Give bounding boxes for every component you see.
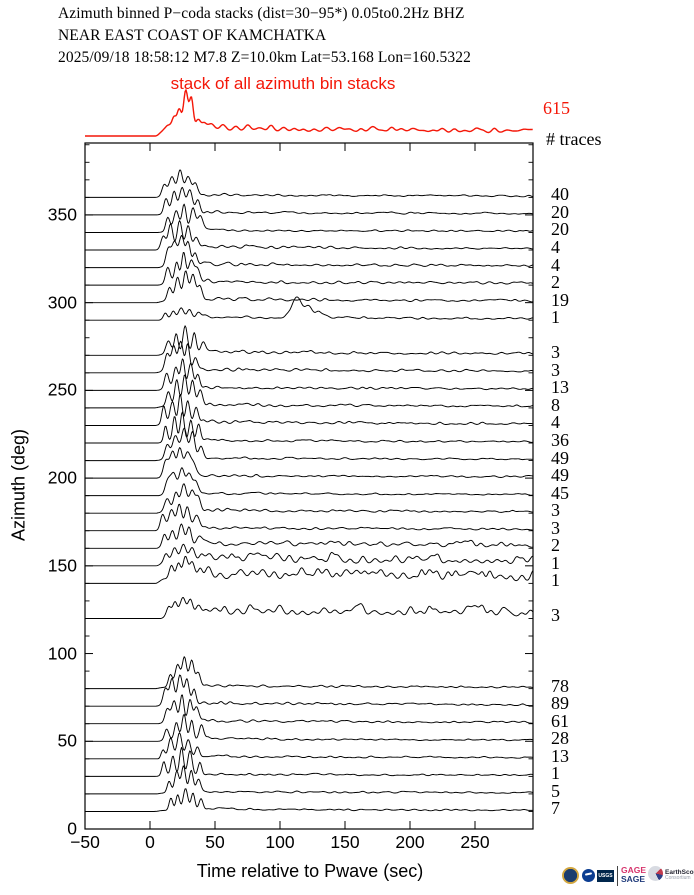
- trace-az-270: [85, 325, 533, 356]
- y-tick-label: 300: [47, 291, 77, 312]
- trace-az-60: [85, 694, 533, 725]
- trace-az-290: [85, 296, 533, 321]
- trace-count-az-260: 3: [551, 359, 560, 380]
- trace-count-az-240: 8: [551, 394, 560, 415]
- trace-az-160: [85, 523, 533, 549]
- trace-az-170: [85, 503, 533, 532]
- trace-az-240: [85, 374, 533, 409]
- trace-az-360: [85, 169, 533, 198]
- trace-count-az-30: 1: [551, 763, 560, 784]
- trace-count-az-140: 1: [551, 570, 560, 591]
- trace-count-az-220: 36: [551, 430, 569, 450]
- trace-count-az-190: 45: [551, 482, 569, 503]
- trace-az-20: [85, 765, 533, 795]
- stack-total-count: 615: [543, 98, 570, 118]
- trace-count-az-340: 20: [551, 219, 569, 240]
- x-axis-label: Time relative to Pwave (sec): [196, 861, 424, 881]
- trace-az-40: [85, 732, 533, 760]
- x-tick-label: 250: [460, 832, 490, 852]
- trace-az-120: [85, 597, 534, 619]
- trace-az-220: [85, 411, 533, 444]
- trace-count-az-350: 20: [551, 201, 569, 222]
- y-tick-label: 0: [67, 818, 77, 839]
- sage-label: SAGE: [621, 874, 646, 885]
- trace-az-140: [85, 555, 534, 584]
- trace-count-az-160: 2: [551, 535, 560, 556]
- y-tick-label: 250: [47, 379, 77, 400]
- title-line-2: NEAR EAST COAST OF KAMCHATKA: [58, 27, 327, 44]
- x-tick-label: 200: [395, 832, 425, 852]
- trace-az-190: [85, 467, 533, 497]
- trace-count-az-230: 4: [551, 412, 560, 433]
- trace-az-310: [85, 252, 533, 286]
- trace-count-az-360: 40: [551, 184, 569, 205]
- earthscope-logo-icon: [648, 866, 663, 881]
- x-tick-label: 100: [265, 832, 295, 852]
- trace-az-260: [85, 340, 533, 374]
- trace-az-330: [85, 220, 533, 251]
- trace-count-az-270: 3: [551, 342, 560, 363]
- trace-az-200: [85, 447, 533, 479]
- trace-count-az-330: 4: [551, 237, 560, 258]
- trace-az-150: [85, 543, 533, 567]
- usgs-logo-icon: USGS: [597, 870, 614, 882]
- trace-count-az-170: 3: [551, 517, 560, 538]
- logo-strip: USGS GAGE SAGE EarthScope Consortium: [562, 864, 694, 892]
- y-tick-label: 100: [47, 642, 77, 663]
- trace-count-az-120: 3: [551, 605, 560, 626]
- trace-az-350: [85, 186, 533, 216]
- trace-count-az-70: 89: [551, 693, 569, 714]
- trace-count-az-290: 1: [551, 307, 560, 328]
- x-tick-label: −50: [70, 832, 100, 852]
- trace-count-az-210: 49: [551, 447, 569, 468]
- trace-az-320: [85, 234, 533, 269]
- trace-count-az-310: 2: [551, 272, 560, 293]
- trace-az-300: [85, 270, 533, 304]
- stack-subtitle: stack of all azimuth bin stacks: [170, 74, 396, 93]
- title-line-1: Azimuth binned P−coda stacks (dist=30−95…: [58, 5, 465, 22]
- y-tick-label: 150: [47, 555, 77, 576]
- trace-count-az-80: 78: [551, 675, 569, 696]
- trace-count-az-40: 13: [551, 745, 569, 766]
- y-tick-label: 350: [47, 204, 77, 225]
- trace-az-340: [85, 203, 533, 233]
- trace-az-80: [85, 656, 533, 690]
- x-tick-label: 0: [145, 832, 155, 852]
- gage-label: GAGE: [621, 865, 647, 875]
- x-tick-label: 50: [205, 832, 225, 852]
- trace-az-250: [85, 358, 533, 391]
- trace-az-30: [85, 746, 533, 777]
- trace-count-az-20: 5: [551, 780, 560, 801]
- trace-count-az-150: 1: [551, 552, 560, 573]
- title-line-3: 2025/09/18 18:58:12 M7.8 Z=10.0km Lat=53…: [58, 49, 471, 66]
- gage-sage-logo: GAGE SAGE: [621, 865, 647, 885]
- trace-az-10: [85, 788, 533, 812]
- trace-count-az-250: 13: [551, 377, 569, 398]
- trace-count-az-60: 61: [551, 710, 569, 731]
- trace-az-180: [85, 483, 533, 514]
- trace-count-az-180: 3: [551, 500, 560, 521]
- earthscope-label: EarthScope: [665, 869, 694, 876]
- y-tick-label: 200: [47, 467, 77, 488]
- trace-az-50: [85, 713, 533, 742]
- trace-count-az-200: 49: [551, 465, 569, 486]
- x-tick-label: 150: [330, 832, 360, 852]
- earthscope-sublabel: Consortium: [665, 875, 691, 882]
- trace-az-210: [85, 427, 533, 462]
- earthscope-wordmark: EarthScope Consortium: [665, 869, 694, 882]
- trace-count-az-320: 4: [551, 254, 560, 275]
- traces-count-header: # traces: [546, 129, 602, 149]
- trace-count-az-50: 28: [551, 728, 569, 749]
- trace-az-70: [85, 674, 533, 707]
- y-tick-label: 50: [57, 730, 77, 751]
- stack-trace: [85, 89, 533, 137]
- nsf-logo-icon: [562, 867, 579, 884]
- trace-count-az-300: 19: [551, 289, 569, 310]
- trace-az-230: [85, 393, 533, 426]
- nasa-logo-icon: [582, 869, 595, 882]
- trace-count-az-10: 7: [551, 798, 560, 819]
- logo-divider: [617, 866, 618, 886]
